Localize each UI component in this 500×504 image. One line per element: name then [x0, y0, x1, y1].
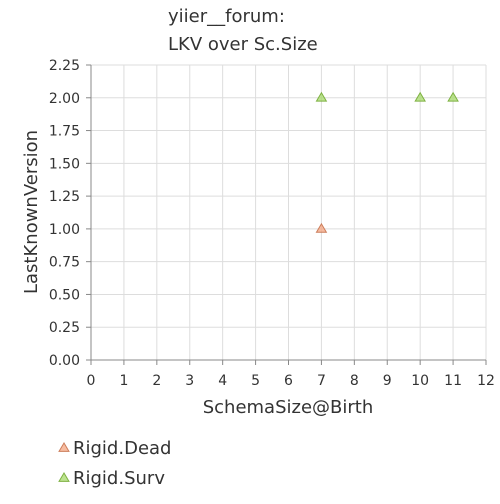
y-tick-label: 0.00 [49, 353, 80, 369]
y-tick-label: 2.00 [49, 91, 80, 107]
x-tick-label: 11 [444, 373, 462, 389]
x-tick-label: 8 [350, 373, 359, 389]
x-tick-label: 6 [284, 373, 293, 389]
y-axis-title: LastKnownVersion [21, 130, 42, 294]
chart-title-line: yiier__forum: [168, 6, 285, 27]
x-tick-label: 7 [317, 373, 326, 389]
data-point [414, 91, 426, 102]
y-tick-label: 0.50 [49, 287, 80, 303]
x-tick-label: 5 [251, 373, 260, 389]
series-rigid-surv [315, 91, 459, 102]
chart-title: yiier__forum: LKV over Sc.Size [168, 6, 318, 55]
y-axis-ticks: 0.00 0.25 0.50 0.75 1.00 1.25 1.50 1.75 2.00 2.25 [49, 58, 91, 369]
x-tick-label: 1 [119, 373, 128, 389]
legend-label: Rigid.Surv [73, 468, 165, 489]
x-tick-label: 10 [411, 373, 429, 389]
legend-label: Rigid.Dead [73, 438, 171, 459]
data-point [315, 222, 328, 233]
x-axis-title: SchemaSize@Birth [203, 397, 374, 418]
y-tick-label: 2.25 [49, 58, 80, 74]
x-tick-label: 3 [185, 373, 194, 389]
legend-item: Rigid.Surv [58, 468, 165, 489]
x-axis-ticks: 0 1 2 3 4 5 6 7 8 9 10 11 12 [87, 360, 495, 389]
grid [91, 64, 487, 360]
legend-item: Rigid.Dead [58, 438, 171, 459]
y-tick-label: 0.75 [49, 255, 80, 271]
x-tick-label: 4 [218, 373, 227, 389]
chart-title-line: LKV over Sc.Size [168, 34, 318, 55]
series-rigid-dead [315, 222, 328, 233]
legend-marker [58, 441, 70, 452]
legend: Rigid.Dead Rigid.Surv [58, 438, 171, 489]
data-point [447, 91, 459, 102]
x-tick-label: 9 [383, 373, 392, 389]
y-tick-label: 1.25 [49, 189, 80, 205]
y-tick-label: 1.00 [49, 222, 80, 238]
data-points [315, 91, 459, 233]
legend-marker [58, 471, 70, 482]
data-point [315, 91, 328, 102]
x-tick-label: 0 [87, 373, 96, 389]
x-tick-label: 2 [152, 373, 161, 389]
x-tick-label: 12 [477, 373, 495, 389]
y-tick-label: 1.75 [49, 124, 80, 140]
y-tick-label: 1.50 [49, 156, 80, 172]
y-tick-label: 0.25 [49, 320, 80, 336]
